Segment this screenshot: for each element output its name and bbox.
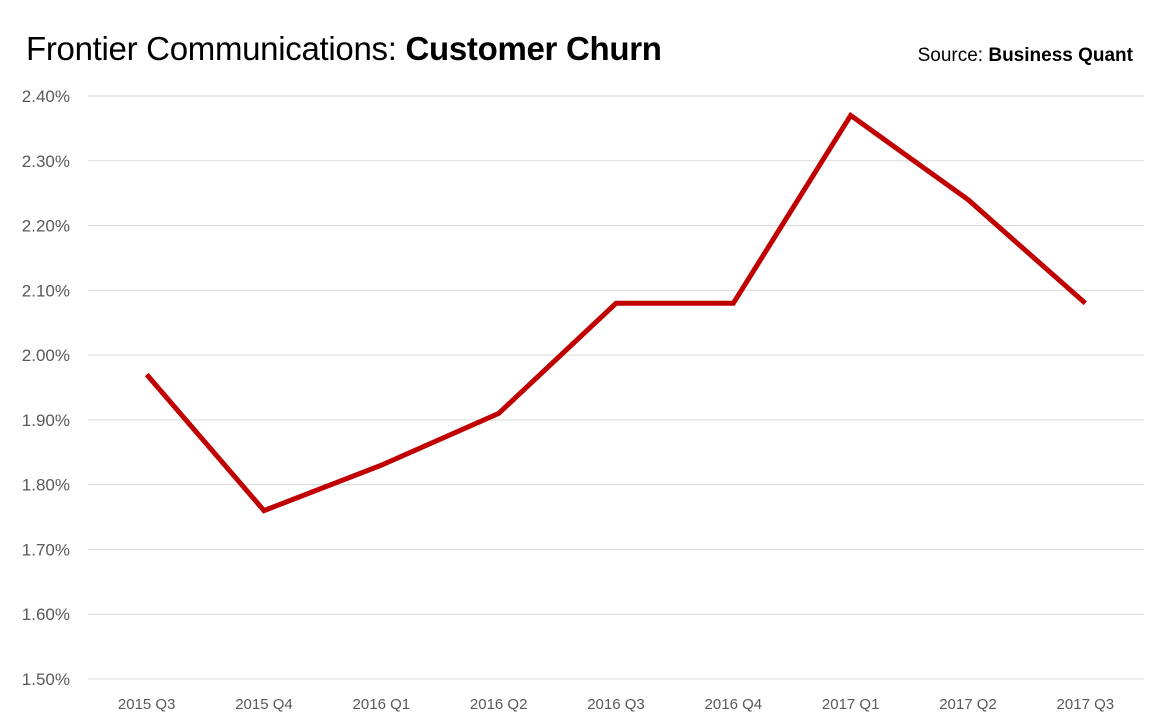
x-tick-label: 2017 Q3	[1057, 696, 1115, 713]
x-tick-label: 2016 Q4	[705, 696, 763, 713]
data-point	[1083, 301, 1088, 306]
y-tick-label: 2.30%	[22, 152, 70, 171]
data-point	[379, 463, 384, 468]
data-point	[496, 411, 501, 416]
y-tick-label: 2.10%	[22, 281, 70, 300]
data-point	[262, 508, 267, 513]
x-tick-label: 2016 Q1	[353, 696, 411, 713]
data-point	[966, 197, 971, 202]
data-point	[848, 113, 853, 118]
y-tick-label: 1.60%	[22, 605, 70, 624]
y-tick-label: 1.50%	[22, 670, 70, 689]
x-tick-label: 2016 Q2	[470, 696, 528, 713]
y-tick-label: 1.70%	[22, 540, 70, 559]
chart-title-prefix: Frontier Communications:	[26, 30, 406, 67]
y-tick-label: 2.40%	[22, 87, 70, 106]
y-tick-label: 1.90%	[22, 411, 70, 430]
series-line	[144, 111, 1087, 514]
y-tick-label: 2.20%	[22, 217, 70, 236]
chart-title: Frontier Communications: Customer Churn	[26, 30, 662, 68]
data-point	[144, 372, 149, 377]
source-prefix: Source:	[917, 45, 989, 66]
x-tick-label: 2015 Q3	[118, 696, 176, 713]
data-point	[614, 301, 619, 306]
x-tick-label: 2016 Q3	[587, 696, 645, 713]
y-tick-label: 1.80%	[22, 476, 70, 495]
x-tick-label: 2017 Q1	[822, 696, 880, 713]
x-tick-label: 2017 Q2	[939, 696, 997, 713]
chart-title-highlight: Customer Churn	[405, 30, 662, 67]
x-tick-label: 2015 Q4	[235, 696, 293, 713]
source-credit: Source: Business Quant	[918, 45, 1133, 67]
source-name: Business Quant	[988, 45, 1133, 66]
data-point	[731, 301, 736, 306]
y-tick-label: 2.00%	[22, 346, 70, 365]
